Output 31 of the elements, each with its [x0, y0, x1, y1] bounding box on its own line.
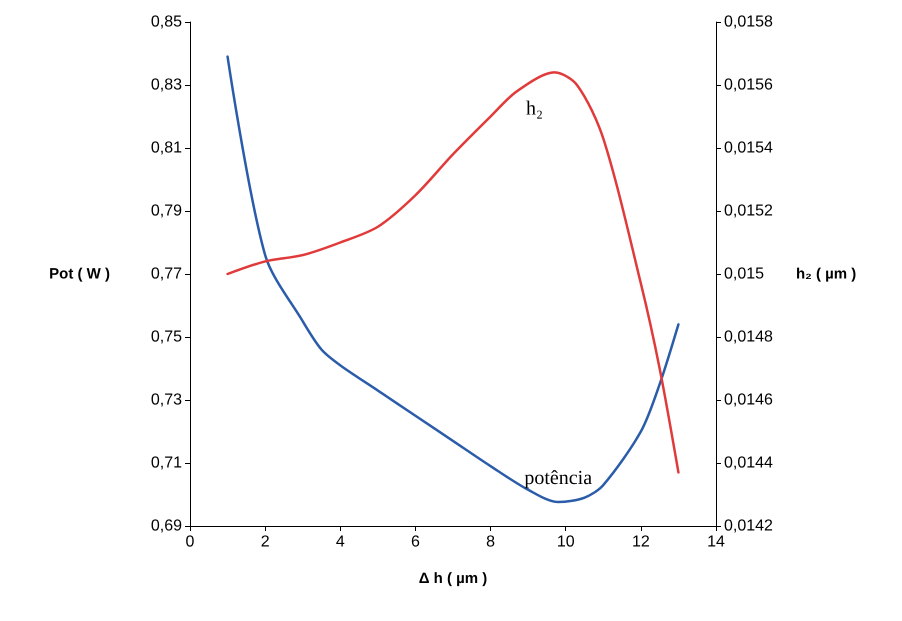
y2-tick-label: 0,0148	[724, 328, 774, 346]
series-label: potência	[524, 467, 592, 490]
y-tick-label: 0,73	[150, 392, 182, 408]
y2-tick-label: 0,015	[724, 266, 764, 282]
y2-tick-label: 0,0146	[724, 392, 774, 408]
x-tick-label: 10	[556, 534, 575, 550]
x-tick-label: 0	[186, 534, 195, 550]
y-tick-label: 0,79	[150, 202, 182, 220]
y2-tick-label: 0,0156	[724, 76, 774, 94]
y-tick-label: 0,81	[150, 140, 182, 156]
x-tick-label: 8	[486, 534, 496, 550]
y-tick-label: 0,83	[150, 76, 182, 94]
y-tick-label: 0,77	[150, 266, 182, 282]
y2-axis-title: h₂ ( µm )	[796, 266, 856, 282]
x-tick-label: 4	[336, 534, 345, 550]
y2-tick-label: 0,0158	[724, 14, 774, 30]
y-tick-label: 0,75	[150, 328, 182, 346]
y-axis-title: Pot ( W )	[49, 266, 110, 282]
y2-tick-label: 0,0154	[724, 140, 774, 156]
x-tick-label: 6	[410, 534, 420, 550]
y-tick-label: 0,85	[150, 14, 182, 30]
x-tick-label: 12	[632, 534, 650, 550]
y-tick-label: 0,69	[150, 518, 182, 534]
y2-tick-label: 0,0142	[724, 518, 774, 534]
y2-tick-label: 0,0152	[724, 202, 774, 220]
series-label: h₂	[526, 97, 543, 120]
y2-tick-label: 0,0144	[724, 454, 774, 472]
x-tick-label: 14	[707, 534, 725, 550]
x-axis-title: Δ h ( µm )	[418, 570, 488, 587]
y-tick-label: 0,71	[150, 454, 182, 472]
x-tick-label: 2	[260, 534, 270, 550]
